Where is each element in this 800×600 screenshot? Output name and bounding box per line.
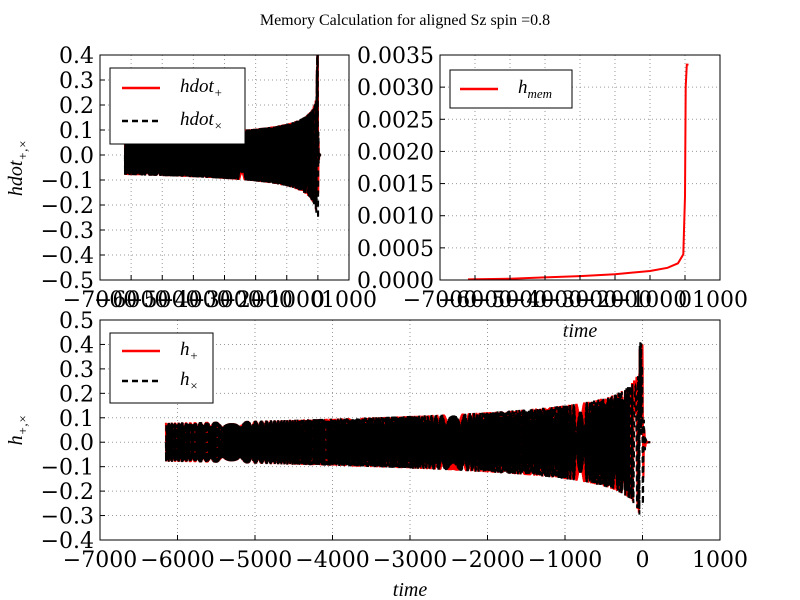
y-tick-label: −0.1 bbox=[41, 456, 94, 481]
x-tick-label: −3000 bbox=[187, 288, 261, 313]
x-tick-label: −1000 bbox=[613, 288, 687, 313]
y-tick-label: −0.5 bbox=[41, 269, 94, 294]
x-tick-label: −4000 bbox=[508, 288, 582, 313]
legend-box-h bbox=[109, 332, 214, 404]
x-tick-label: −3000 bbox=[543, 288, 617, 313]
x-tick-label: 0 bbox=[678, 288, 692, 313]
y-tick-label: 0.1 bbox=[59, 407, 94, 432]
ylabel-hdot: hdot+,× bbox=[5, 140, 30, 196]
y-tick-label: 0.0 bbox=[59, 144, 94, 169]
x-tick-label: −6000 bbox=[140, 548, 214, 573]
y-tick-label: 0.0005 bbox=[357, 237, 434, 262]
x-tick-label: 1000 bbox=[321, 288, 377, 313]
y-tick-label: 0.0035 bbox=[357, 44, 434, 69]
y-tick-label: 0.1 bbox=[59, 119, 94, 144]
y-tick-label: 0.0 bbox=[59, 431, 94, 456]
x-tick-label: −5000 bbox=[218, 548, 292, 573]
y-tick-label: 0.2 bbox=[59, 382, 94, 407]
x-tick-label: −4000 bbox=[295, 548, 369, 573]
y-tick-label: 0.0030 bbox=[357, 76, 434, 101]
x-tick-label: 1000 bbox=[692, 288, 748, 313]
legend-hdot: hdot+ hdot× bbox=[109, 67, 246, 145]
x-tick-label: −6000 bbox=[438, 288, 512, 313]
y-tick-label: 0.0015 bbox=[357, 173, 434, 198]
x-tick-label: −2000 bbox=[450, 548, 524, 573]
xlabel-h: time bbox=[393, 579, 428, 600]
y-tick-label: 0.0025 bbox=[357, 108, 434, 133]
y-tick-label: 0.0000 bbox=[357, 269, 434, 294]
y-tick-label: −0.4 bbox=[41, 244, 94, 269]
legend-box-hdot bbox=[109, 67, 246, 145]
y-tick-label: 0.3 bbox=[59, 69, 94, 94]
y-tick-label: 0.0010 bbox=[357, 205, 434, 230]
y-tick-label: −0.3 bbox=[41, 219, 94, 244]
x-tick-label: −1000 bbox=[528, 548, 602, 573]
y-tick-label: 0.4 bbox=[59, 333, 94, 358]
legend-h: h+ h× bbox=[109, 332, 214, 404]
legend-label-hdot-cross: hdot× bbox=[180, 109, 223, 133]
y-tick-label: 0.4 bbox=[59, 44, 94, 69]
xlabel-hmem: time bbox=[563, 320, 598, 342]
x-tick-label: −3000 bbox=[373, 548, 447, 573]
x-tick-label: 0 bbox=[311, 288, 325, 313]
legend-label-hdot-plus: hdot+ bbox=[180, 76, 223, 100]
x-tick-label: −7000 bbox=[63, 288, 137, 313]
x-tick-label: −2000 bbox=[578, 288, 652, 313]
x-tick-label: −7000 bbox=[63, 548, 137, 573]
y-tick-label: −0.2 bbox=[41, 480, 94, 505]
x-tick-label: 0 bbox=[636, 548, 650, 573]
series-group-h bbox=[164, 340, 651, 515]
panel-h: −7000 −6000 −5000 −4000 −3000 −2000 −1000 0 1000… bbox=[5, 309, 748, 600]
y-tick-label: −0.1 bbox=[41, 169, 94, 194]
ticks-hdot: −7000−6000−5000−4000−3000−2000−100001000… bbox=[41, 44, 377, 313]
y-tick-label: 0.3 bbox=[59, 358, 94, 383]
y-tick-label: −0.2 bbox=[41, 194, 94, 219]
legend-label-h-cross: h× bbox=[180, 369, 198, 393]
x-tick-label: −4000 bbox=[156, 288, 230, 313]
figure-title: Memory Calculation for aligned Sz spin =… bbox=[260, 12, 550, 29]
series-h bbox=[164, 340, 651, 515]
ticks-h: −7000 −6000 −5000 −4000 −3000 −2000 −1000 0 1000… bbox=[41, 309, 748, 573]
x-tick-label: −7000 bbox=[403, 288, 477, 313]
panel-hdot: −7000−6000−5000−4000−3000−2000−100001000… bbox=[5, 44, 377, 313]
x-tick-label: −5000 bbox=[125, 288, 199, 313]
y-tick-label: −0.4 bbox=[41, 529, 94, 554]
x-tick-label: 1000 bbox=[692, 548, 748, 573]
ylabel-h: h+,× bbox=[5, 415, 30, 446]
y-tick-label: −0.3 bbox=[41, 505, 94, 530]
x-tick-label: −2000 bbox=[218, 288, 292, 313]
y-tick-label: 0.5 bbox=[59, 309, 94, 334]
legend-label-hmem: hmem bbox=[518, 77, 552, 101]
y-tick-label: 0.2 bbox=[59, 94, 94, 119]
y-tick-label: 0.0020 bbox=[357, 140, 434, 165]
legend-hmem: hmem bbox=[449, 69, 573, 109]
legend-label-h-plus: h+ bbox=[180, 339, 198, 363]
x-tick-label: −1000 bbox=[250, 288, 324, 313]
series-line-h-- bbox=[164, 340, 651, 515]
x-tick-label: −5000 bbox=[473, 288, 547, 313]
x-tick-label: −6000 bbox=[94, 288, 168, 313]
